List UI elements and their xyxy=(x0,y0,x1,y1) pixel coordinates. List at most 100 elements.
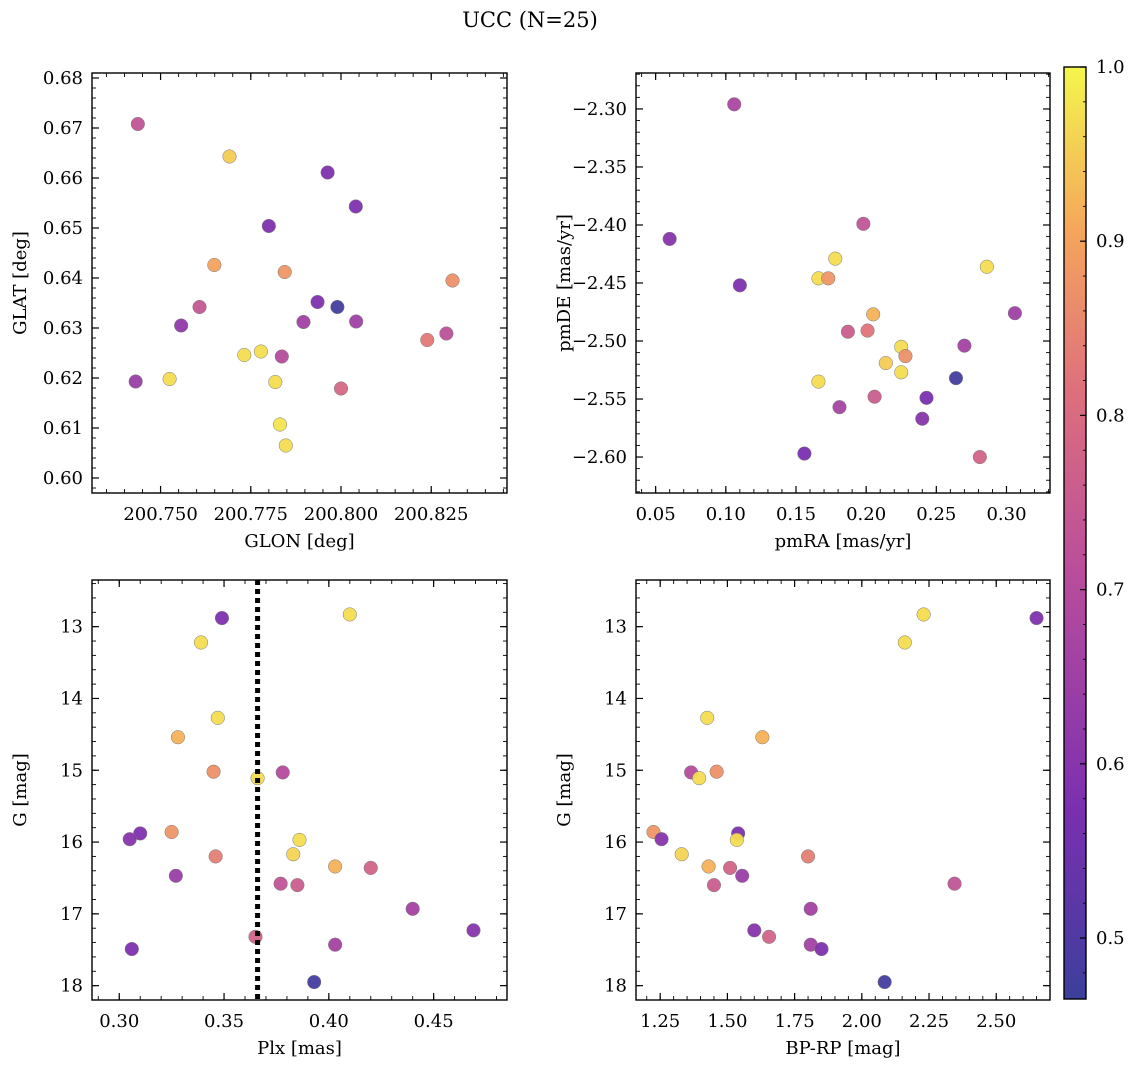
data-point xyxy=(747,923,762,938)
data-point xyxy=(296,314,311,330)
panel-1: 200.750 200.775 200.800 200.825 0.60 0.61 0.62… xyxy=(10,68,508,552)
y-tick-label: 17 xyxy=(60,904,83,925)
axes-frame xyxy=(635,579,1051,1001)
x-tick-label: 200.825 xyxy=(394,504,468,525)
y-tick-label: 15 xyxy=(60,760,83,781)
data-point xyxy=(162,371,177,387)
data-point xyxy=(310,294,325,310)
colorbar-frame xyxy=(1063,66,1087,1000)
y-tick-label: 0.62 xyxy=(43,368,83,389)
data-point xyxy=(803,901,818,916)
data-point xyxy=(840,324,855,339)
y-tick-label: 14 xyxy=(60,688,83,709)
data-point xyxy=(466,923,481,938)
y-tick-label: 13 xyxy=(604,617,627,638)
data-point xyxy=(274,349,289,364)
y-tick-label: −2.55 xyxy=(572,389,627,410)
colorbar: 0.5 0.6 0.7 0.8 0.9 1.0 xyxy=(1063,57,1125,1000)
data-point xyxy=(700,710,715,725)
data-point xyxy=(814,941,829,957)
x-tick-label: 0.40 xyxy=(309,1011,349,1032)
data-point xyxy=(420,332,435,348)
data-point xyxy=(193,635,209,650)
colorbar-tick-label: 0.7 xyxy=(1096,580,1125,601)
x-tick-label: 0.10 xyxy=(706,504,746,525)
data-point xyxy=(832,400,847,415)
data-point xyxy=(210,710,225,725)
x-axis-label: pmRA [mas/yr] xyxy=(775,531,912,552)
y-tick-label: −2.40 xyxy=(572,215,627,236)
data-point xyxy=(272,417,288,432)
colorbar-tick-label: 1.0 xyxy=(1096,57,1125,78)
data-point xyxy=(755,730,770,745)
data-point xyxy=(1007,306,1022,321)
data-point xyxy=(797,446,812,461)
y-tick-label: 16 xyxy=(604,832,627,853)
data-point xyxy=(207,257,222,273)
axes-frame xyxy=(635,72,1051,494)
data-point xyxy=(706,878,722,893)
x-tick-label: 200.775 xyxy=(214,504,288,525)
y-tick-label: 17 xyxy=(604,904,627,925)
x-tick-label: 0.15 xyxy=(776,504,816,525)
data-point xyxy=(275,765,290,780)
y-tick-label: 18 xyxy=(604,976,627,997)
data-point xyxy=(957,338,972,353)
x-axis-label: GLON [deg] xyxy=(244,531,354,552)
y-tick-label: 15 xyxy=(604,760,627,781)
axes-frame xyxy=(91,579,508,1001)
x-tick-label: 0.45 xyxy=(414,1011,454,1032)
y-tick-label: 0.60 xyxy=(43,468,83,489)
data-point xyxy=(723,860,738,875)
data-point xyxy=(363,860,378,875)
y-axis-label: pmDE [mas/yr] xyxy=(554,214,575,352)
data-point xyxy=(128,374,143,389)
y-tick-label: 16 xyxy=(60,832,83,853)
data-point xyxy=(898,349,913,364)
x-tick-label: 0.30 xyxy=(99,1011,139,1032)
x-tick-label: 0.35 xyxy=(204,1011,244,1032)
panel-2: 0.05 0.10 0.15 0.20 0.25 0.30 −2.30 −2.35 −2.40 −… xyxy=(554,72,1051,552)
data-point xyxy=(801,849,816,864)
y-tick-label: 0.61 xyxy=(43,418,83,439)
data-point xyxy=(877,975,892,990)
data-point xyxy=(124,941,139,957)
data-point xyxy=(130,116,145,132)
data-point xyxy=(290,878,305,893)
data-point xyxy=(762,929,777,944)
data-point xyxy=(821,271,836,286)
data-point xyxy=(947,876,962,891)
data-point xyxy=(333,381,349,396)
axes-frame xyxy=(91,72,508,494)
data-point xyxy=(729,832,744,847)
colorbar-gradient xyxy=(1064,67,1086,999)
data-point xyxy=(278,438,293,453)
y-tick-label: 0.65 xyxy=(43,218,83,239)
data-point xyxy=(732,278,747,293)
data-point xyxy=(253,344,268,359)
data-point xyxy=(856,216,871,231)
data-point xyxy=(268,374,283,390)
data-point xyxy=(122,832,137,847)
data-point xyxy=(349,314,364,329)
data-point xyxy=(273,876,288,891)
data-point xyxy=(727,97,742,112)
y-axis-label: GLAT [deg] xyxy=(10,231,31,335)
data-point xyxy=(208,849,223,864)
data-point xyxy=(174,318,189,333)
y-tick-label: 0.68 xyxy=(43,68,83,89)
data-point xyxy=(894,365,909,380)
data-point xyxy=(330,299,345,315)
colorbar-tick-label: 0.5 xyxy=(1096,928,1125,949)
panel-3: 0.30 0.35 0.40 0.45 13 14 15 16 17 18 Plx [mas] G [… xyxy=(10,579,508,1059)
data-point xyxy=(342,607,357,622)
data-point xyxy=(916,607,931,622)
data-point xyxy=(328,937,343,952)
data-point xyxy=(972,449,987,465)
colorbar-tick-label: 0.6 xyxy=(1096,754,1125,775)
data-point xyxy=(948,371,964,386)
y-tick-label: 0.67 xyxy=(43,118,83,139)
data-point xyxy=(735,868,750,883)
x-axis-label: Plx [mas] xyxy=(257,1038,342,1059)
